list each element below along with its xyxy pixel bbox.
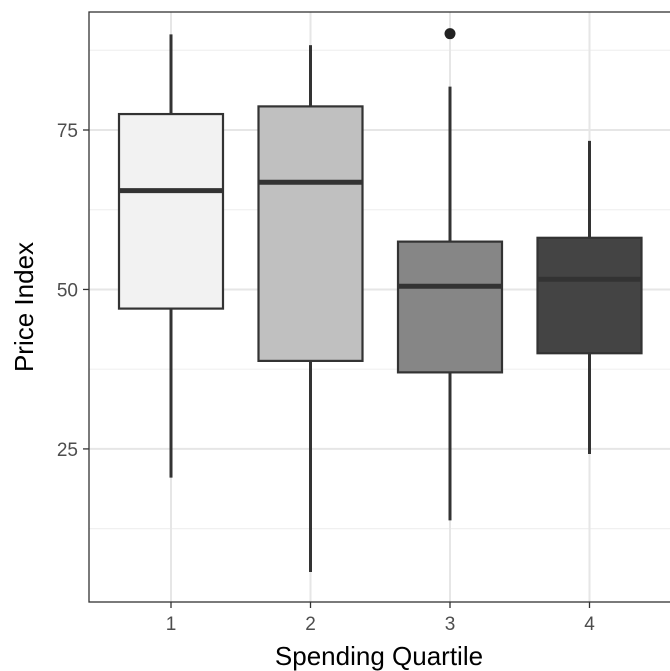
y-tick-label: 50: [57, 280, 78, 301]
x-tick-label: 2: [305, 614, 316, 635]
box-rect: [536, 236, 643, 355]
box-1: [117, 34, 225, 478]
box-4: [536, 140, 643, 455]
box-rect: [117, 112, 225, 310]
axes: 25 50 75 1 2 3 4: [57, 121, 595, 635]
x-tick-label: 1: [166, 614, 177, 635]
x-tick-label: 4: [584, 614, 595, 635]
y-axis-title: Price Index: [9, 242, 39, 372]
box-rect: [396, 240, 504, 374]
x-axis-title: Spending Quartile: [275, 641, 483, 671]
box-rect: [257, 105, 364, 362]
y-tick-label: 75: [57, 121, 78, 142]
y-tick-label: 25: [57, 440, 78, 461]
boxes: [117, 28, 643, 573]
panel-border: [88, 11, 670, 603]
x-tick-label: 3: [445, 614, 456, 635]
outlier-point: [444, 28, 456, 40]
box-2: [257, 45, 364, 573]
box-3: [396, 28, 504, 521]
